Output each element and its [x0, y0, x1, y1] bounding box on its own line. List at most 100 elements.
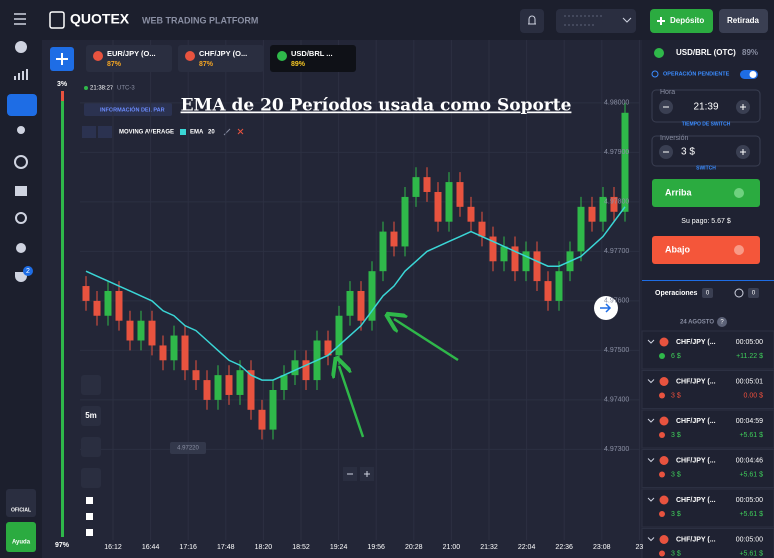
pair-info-label: INFORMACIÓN DEL PAR — [100, 105, 165, 113]
remove-indicator[interactable] — [237, 128, 244, 135]
asset-tab[interactable] — [270, 45, 356, 72]
trade-row[interactable] — [641, 370, 774, 409]
trade-amount: 6 $ — [671, 353, 681, 360]
indicator-color — [180, 129, 186, 135]
chevron — [647, 379, 655, 384]
trade-row[interactable] — [641, 409, 774, 449]
pair-flag — [659, 495, 669, 505]
signals-icon[interactable] — [15, 212, 27, 224]
pair-flag — [659, 535, 669, 544]
amount-switch[interactable]: SWITCH — [696, 165, 716, 171]
withdraw-button[interactable] — [719, 9, 768, 33]
x-tick-label: 19:24 — [330, 544, 348, 551]
up-button[interactable] — [652, 179, 760, 207]
candle-body — [357, 290, 365, 321]
trade-profit: +11.22 $ — [736, 353, 763, 360]
trade-profit: +5.61 $ — [739, 550, 763, 557]
profile-icon[interactable] — [17, 126, 25, 134]
deposit-button[interactable] — [650, 9, 713, 33]
asset-tab[interactable] — [86, 45, 172, 72]
sidebar-icons: 2 OFICIAL Ayuda — [6, 41, 37, 552]
trade-row[interactable] — [641, 330, 774, 370]
market-icon[interactable] — [14, 155, 28, 169]
coins-icon[interactable] — [16, 243, 26, 253]
tab-payout: 87% — [107, 61, 122, 68]
candle-body — [115, 290, 123, 321]
candle-body — [379, 231, 387, 272]
divider — [642, 280, 774, 281]
checkbox[interactable] — [86, 497, 93, 504]
candle-body — [577, 206, 585, 252]
trades-tab[interactable]: Operaciones — [655, 290, 698, 297]
trade-profit: +5.61 $ — [739, 471, 763, 478]
trophy-icon[interactable] — [15, 272, 27, 282]
candle-body — [181, 335, 189, 371]
official-button[interactable] — [6, 489, 36, 517]
time-value[interactable]: 21:39 — [693, 102, 718, 113]
clock-icon[interactable] — [734, 288, 744, 298]
candle-body — [280, 375, 288, 390]
clock: 21:38:27 — [90, 86, 114, 92]
asset-tab[interactable] — [178, 45, 264, 72]
live-dot — [84, 86, 88, 90]
sentiment-buy — [61, 101, 64, 537]
help-button[interactable] — [6, 522, 36, 552]
checkbox[interactable] — [86, 513, 93, 520]
annotation-title: EMA de 20 Períodos usada como Soporte — [181, 96, 572, 116]
pair-flag — [659, 377, 669, 386]
checkbox[interactable] — [86, 529, 93, 536]
pair-info-button[interactable] — [84, 103, 172, 116]
badge — [23, 266, 33, 276]
plot — [80, 40, 640, 540]
timeframe-button[interactable] — [81, 406, 101, 426]
time-switch[interactable]: TIEMPO DE SWITCH — [682, 121, 731, 127]
collapse-button[interactable] — [82, 126, 96, 138]
down-button[interactable] — [652, 236, 760, 264]
candle-body — [93, 300, 101, 316]
candle-body — [203, 380, 211, 400]
y-tick-label: 4.98000 — [604, 100, 629, 107]
timeframe: 5m — [85, 411, 97, 420]
chevron — [622, 17, 632, 23]
chevron — [647, 339, 655, 344]
help-label: Ayuda — [12, 540, 31, 546]
trade-icon[interactable] — [7, 94, 37, 116]
trade-row[interactable] — [641, 488, 774, 528]
candle-body — [192, 370, 200, 381]
price-label: 4.97220 — [177, 446, 199, 452]
candle-body — [412, 177, 420, 197]
trade-pair: CHF/JPY (... — [676, 457, 716, 464]
account-menu[interactable] — [556, 9, 636, 33]
draw-tool[interactable] — [81, 375, 101, 395]
stepper-icons — [663, 104, 746, 110]
tab-flag — [277, 51, 287, 61]
candle-body — [588, 206, 596, 222]
date: 24 AGOSTO — [680, 320, 714, 326]
x-tick-label: 16:12 — [104, 544, 122, 551]
trade-time: 00:05:00 — [736, 536, 763, 543]
amount-value[interactable]: 3 $ — [681, 147, 695, 158]
direction-icon — [659, 432, 665, 438]
chevron — [647, 537, 655, 542]
x-tick-label: 20:28 — [405, 544, 423, 551]
pair-flag — [659, 416, 669, 426]
trade-pair: CHF/JPY (... — [676, 497, 716, 504]
indicators-button[interactable] — [81, 468, 101, 488]
tournaments-icon[interactable] — [15, 186, 27, 196]
candle-body — [478, 221, 486, 237]
help-icon[interactable] — [15, 41, 27, 53]
x-tick-label: 23 — [636, 544, 644, 551]
menu-icon[interactable] — [14, 13, 26, 25]
x-tick-label: 21:00 — [443, 544, 461, 551]
x-tick-label: 17:16 — [179, 544, 197, 551]
x-tick-label: 23:08 — [593, 544, 611, 551]
candle-body — [368, 271, 376, 321]
withdraw-label: Retirada — [727, 16, 760, 25]
notifications[interactable] — [520, 9, 544, 33]
visibility-button[interactable] — [98, 126, 112, 138]
edit-indicator[interactable] — [223, 128, 231, 136]
chart-type-button[interactable] — [81, 437, 101, 457]
trade-row[interactable] — [641, 449, 774, 488]
stats-icon[interactable] — [14, 69, 28, 80]
bell-icon — [528, 15, 536, 25]
